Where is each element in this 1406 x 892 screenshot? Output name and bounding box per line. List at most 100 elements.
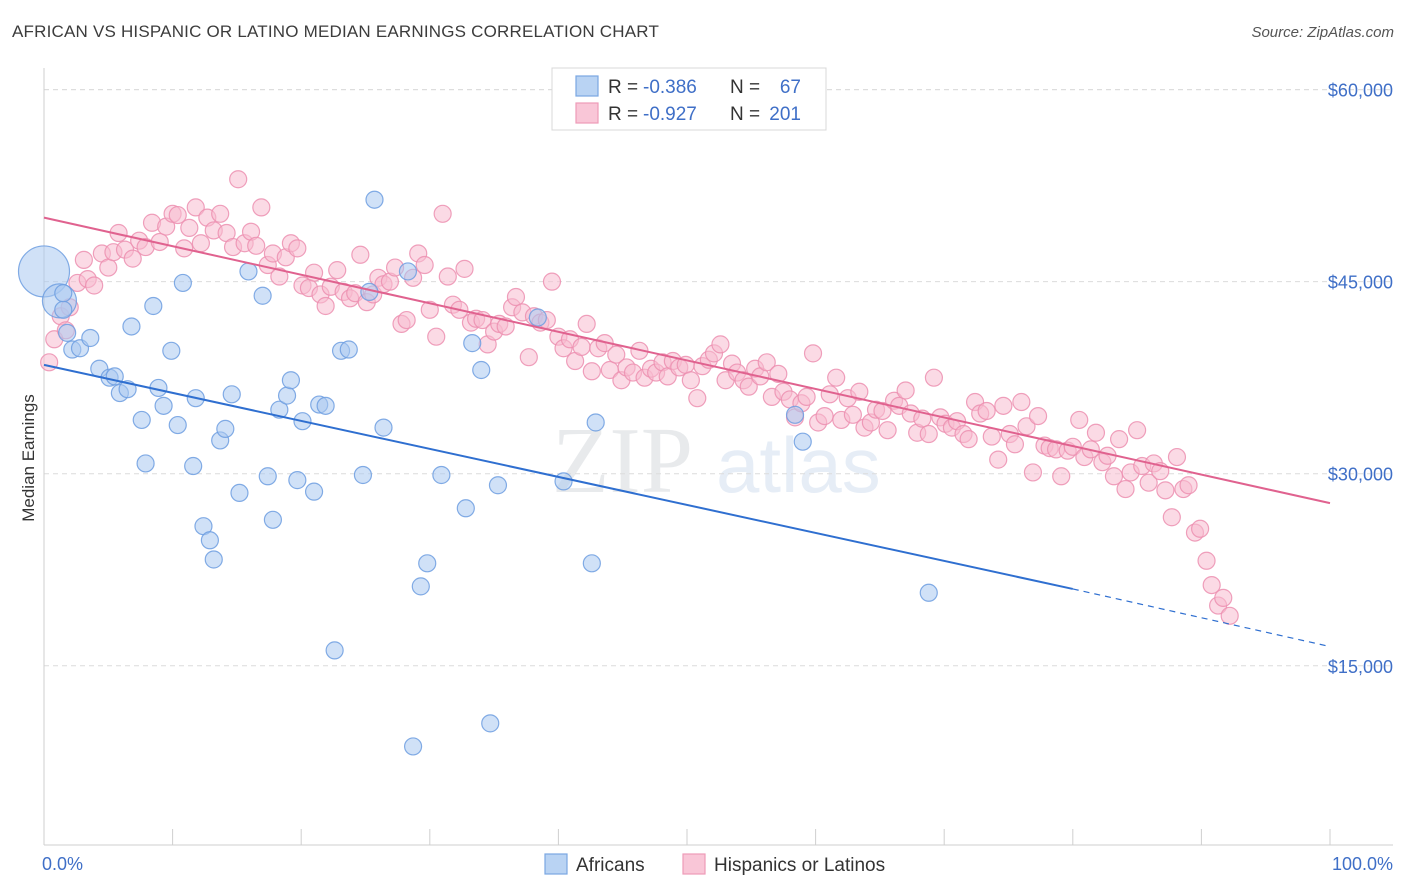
legend-r-label-hispanics: R = (608, 104, 638, 125)
hispanics-point (1202, 575, 1221, 595)
africans-point (481, 714, 500, 733)
hispanics-point (191, 234, 210, 253)
y-axis-title: Median Earnings (19, 394, 38, 522)
hispanics-point (506, 287, 526, 307)
hispanics-point (797, 387, 816, 406)
africans-point (216, 419, 235, 438)
hispanics-point (1127, 421, 1147, 440)
bottom-legend-label-africans: Africans (576, 855, 645, 876)
hispanics-point (252, 198, 271, 217)
hispanics-point (186, 198, 205, 217)
africans-point (463, 334, 482, 353)
hispanics-point (989, 450, 1008, 469)
top-legend: R = -0.386 N = 67 R = -0.927 N = 201 (551, 67, 827, 131)
hispanics-point (247, 236, 266, 255)
hispanics-point (455, 259, 474, 278)
africans-point (488, 476, 508, 495)
legend-swatch-africans (575, 75, 599, 97)
hispanics-point (542, 272, 562, 291)
hispanics-point (977, 401, 996, 421)
hispanics-point (1214, 588, 1233, 607)
hispanics-point (397, 310, 416, 330)
hispanics-point (582, 362, 601, 381)
hispanics-point (211, 204, 230, 223)
y-tick-label: $15,000 (1328, 657, 1393, 677)
bottom-legend-swatch-africans (544, 853, 568, 875)
hispanics-point (739, 377, 758, 396)
hispanics-point (878, 421, 897, 440)
hispanics-point (896, 381, 915, 400)
hispanics-point (1012, 392, 1031, 412)
hispanics-point (270, 267, 289, 286)
africans-point (144, 296, 163, 316)
hispanics-point (1052, 467, 1071, 486)
hispanics-point (288, 239, 307, 258)
legend-n-label-hispanics: N = (730, 104, 760, 125)
hispanics-point (85, 276, 104, 295)
hispanics-point (496, 317, 515, 336)
africans-point (919, 583, 938, 602)
hispanics-point (959, 430, 978, 449)
africans-point (239, 262, 258, 281)
africans-point (785, 405, 805, 424)
hispanics-point (815, 406, 834, 426)
africans-point (325, 641, 344, 660)
africans-point (173, 273, 192, 293)
x-tick-label-min: 0.0% (42, 854, 83, 874)
watermark-zip: ZIP (552, 409, 693, 513)
africans-trend-line (43, 363, 1074, 590)
hispanics-point (827, 368, 846, 387)
y-tick-labels: $15,000 $30,000 $45,000 $60,000 (1328, 81, 1393, 677)
hispanics-trend-line (43, 216, 1331, 505)
x-tick-label-max: 100.0% (1332, 854, 1393, 874)
hispanics-point (803, 344, 823, 363)
africans-point (411, 577, 430, 596)
africans-point (184, 456, 203, 476)
hispanics-point (919, 424, 938, 444)
hispanics-point (1139, 473, 1158, 492)
hispanics-point (1023, 463, 1043, 482)
axes (43, 68, 1393, 846)
hispanics-point (1070, 410, 1089, 430)
hispanics-point (1179, 476, 1198, 495)
africans-point (230, 483, 249, 503)
africans-point (258, 467, 277, 486)
africans-point (270, 400, 289, 419)
hispanics-point (328, 261, 347, 280)
bottom-legend-label-hispanics: Hispanics or Latinos (714, 855, 885, 876)
hispanics-point (180, 218, 199, 237)
africans-point (365, 190, 384, 209)
africans-point (353, 465, 373, 485)
africans-point (132, 410, 151, 430)
africans-point (554, 472, 573, 491)
hispanics-point (168, 205, 187, 225)
legend-swatch-hispanics (575, 102, 599, 124)
legend-n-value-africans: 67 (780, 77, 801, 98)
hispanics-point (873, 401, 892, 421)
africans-point (316, 396, 335, 415)
legend-r-label-africans: R = (608, 77, 638, 98)
hispanics-point (1156, 481, 1175, 500)
africans-point (200, 531, 219, 550)
hispanics-point (1197, 551, 1216, 570)
africans-point (582, 554, 601, 573)
bottom-legend: Africans Hispanics or Latinos (544, 853, 885, 876)
watermark: ZIP atlas (552, 409, 881, 513)
hispanics-point (351, 245, 370, 264)
hispanics-point (438, 267, 457, 286)
hispanics-point (688, 389, 707, 408)
hispanics-point (1162, 508, 1181, 527)
africans-point (432, 465, 451, 485)
hispanics-point (572, 337, 591, 357)
hispanics-point (1116, 479, 1135, 499)
africans-point (253, 286, 272, 305)
source-label: Source: ZipAtlas.com (1251, 24, 1394, 41)
trend-lines (43, 216, 1331, 648)
hispanics-point (607, 345, 626, 364)
hispanics-point (850, 382, 869, 401)
hispanics-point (316, 296, 335, 316)
hispanics-point (982, 427, 1001, 446)
hispanics-point (433, 204, 452, 223)
africans-point (54, 300, 73, 319)
africans-point (403, 737, 423, 756)
